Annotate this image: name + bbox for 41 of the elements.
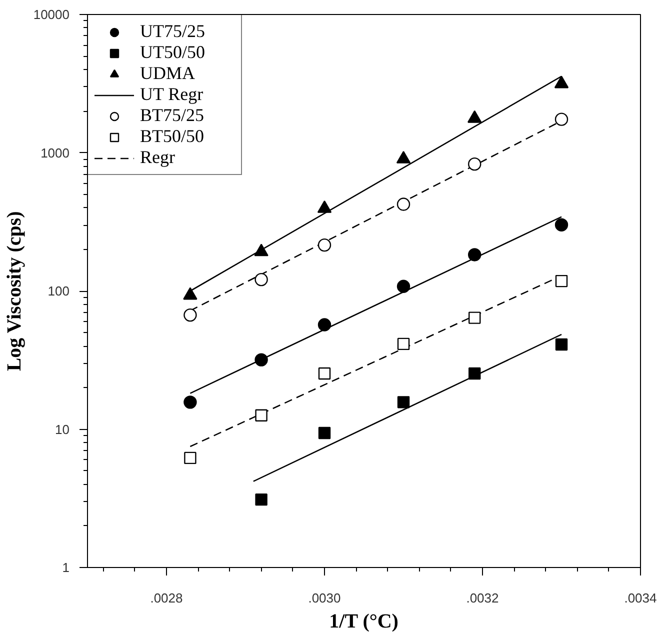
legend-label: UT Regr	[140, 84, 204, 105]
point	[318, 367, 331, 380]
y-axis-title: Log Viscosity (cps)	[3, 211, 26, 372]
legend-label: UT50/50	[140, 42, 206, 63]
legend-label: UT75/25	[140, 21, 206, 42]
point	[468, 312, 481, 324]
point	[254, 272, 268, 286]
point	[318, 238, 332, 252]
point	[318, 318, 332, 332]
point	[255, 493, 268, 506]
point	[318, 426, 331, 440]
point	[397, 338, 410, 350]
point	[254, 353, 268, 366]
y-tick-label: 100	[48, 284, 70, 298]
point	[554, 112, 568, 126]
y-tick-label: 10	[55, 422, 70, 437]
point	[255, 409, 268, 422]
point	[554, 218, 568, 232]
point	[396, 280, 410, 293]
point	[468, 367, 481, 380]
legend-label: BT75/25	[140, 105, 206, 126]
x-axis-title: 1/T (°C)	[329, 610, 398, 632]
y-tick-label: 1000	[40, 145, 70, 160]
y-tick-label: 1	[62, 560, 70, 575]
point	[184, 452, 196, 464]
x-tick-label: .0034	[624, 590, 657, 606]
point	[555, 338, 568, 351]
legend-label: UDMA	[140, 63, 196, 84]
y-tick-label: 10000	[33, 7, 70, 22]
point	[555, 274, 568, 288]
x-tick-label: .0030	[308, 590, 341, 606]
legend-label: BT50/50	[140, 126, 206, 147]
point	[468, 157, 482, 171]
legend-label: Regr	[140, 147, 176, 168]
point	[468, 248, 482, 262]
x-tick-label: .0028	[150, 590, 183, 606]
point	[396, 198, 410, 211]
point	[184, 396, 197, 409]
point	[184, 308, 197, 322]
point	[397, 396, 410, 408]
x-tick-label: .0032	[466, 590, 499, 606]
